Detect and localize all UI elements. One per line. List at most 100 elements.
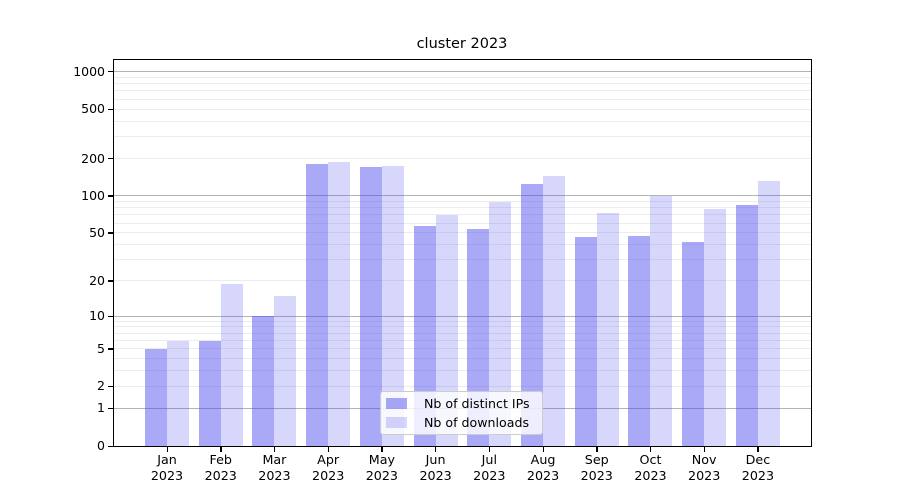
x-tick-month: Nov [691,452,717,467]
x-tick-mark [166,447,168,452]
bar-distinct-ips-sep [574,237,597,446]
x-tick-year: 2023 [312,467,345,483]
y-tick-label: 50 [89,224,105,240]
bar-downloads-jun [435,214,458,446]
x-tick-year: 2023 [741,467,775,483]
x-tick-month: Aug [530,452,556,467]
bar-downloads-sep [596,213,619,446]
y-tick-label: 2 [97,378,105,394]
gridline-major [114,315,811,317]
bar-distinct-ips-dec [735,204,758,446]
x-tick-year: 2023 [634,467,667,483]
gridline-minor [114,207,811,209]
x-tick-month: Sep [584,452,609,467]
x-tick-month: Dec [745,452,771,467]
x-tick-mark [596,447,598,452]
y-tick-mark [108,195,114,197]
gridline-minor [114,332,811,334]
gridline-minor [114,320,811,322]
x-tick-mark [220,447,222,452]
y-tick-label: 100 [81,187,105,203]
y-tick-mark [108,232,114,234]
x-tick-month: Apr [317,452,340,467]
y-tick-label: 200 [81,150,105,166]
x-tick-label-nov: Nov 2023 [664,452,744,483]
x-tick-mark [435,447,437,452]
x-tick-month: Jul [481,452,497,467]
y-tick-label: 1 [97,400,105,416]
gridline-minor [114,120,811,122]
gridline-minor [114,244,811,246]
y-tick-label: 10 [89,308,105,324]
bar-distinct-ips-mar [252,316,275,446]
gridline-minor [114,214,811,216]
x-tick-label-mar: Mar 2023 [234,452,314,483]
x-tick-mark [757,447,759,452]
bar-downloads-oct [650,195,673,446]
x-tick-label-jun: Jun 2023 [396,452,476,483]
legend-swatch-distinct-ips [386,398,407,409]
y-tick-label: 500 [81,101,105,117]
bar-downloads-apr [328,161,351,446]
x-tick-year: 2023 [150,467,184,483]
y-tick-mark [108,71,114,73]
x-tick-label-apr: Apr 2023 [288,452,368,483]
y-tick-mark [108,158,114,160]
gridline-minor [114,232,811,234]
x-tick-mark [381,447,383,452]
x-tick-year: 2023 [526,467,560,483]
bar-downloads-feb [220,283,243,446]
chart-title: cluster 2023 [416,36,508,52]
x-tick-month: Mar [262,452,287,467]
bar-downloads-may [381,166,404,446]
bar-downloads-dec [757,181,780,446]
bar-downloads-jul [489,201,512,446]
legend-label-distinct-ips: Nb of distinct IPs [424,396,530,411]
bar-distinct-ips-jan [145,348,167,446]
x-tick-mark [542,447,544,452]
x-tick-label-may: May 2023 [342,452,422,483]
x-tick-year: 2023 [473,467,506,483]
gridline-minor [114,136,811,138]
x-tick-month: Oct [639,452,662,467]
gridline-minor [114,385,811,387]
gridline-minor [114,76,811,78]
gridline-minor [114,370,811,372]
gridline-minor [114,90,811,92]
x-tick-label-sep: Sep 2023 [557,452,637,483]
y-tick-mark [108,407,114,410]
x-tick-month: Jan [157,452,177,467]
bar-distinct-ips-may [359,167,382,446]
y-tick-mark [108,108,114,110]
x-tick-year: 2023 [365,467,399,483]
gridline-minor [114,108,811,110]
x-tick-label-jan: Jan 2023 [127,452,207,483]
y-tick-label: 0 [97,438,105,453]
y-tick-label: 1000 [73,63,105,79]
x-tick-year: 2023 [204,467,237,483]
legend-item-downloads: Nb of downloads [386,415,542,430]
y-tick-mark [108,280,114,282]
x-tick-month: Feb [209,452,232,467]
x-tick-year: 2023 [688,467,721,483]
bar-distinct-ips-apr [306,163,329,446]
y-tick-mark [108,315,114,317]
gridline-minor [114,348,811,350]
x-tick-year: 2023 [419,467,452,483]
y-tick-mark [108,348,114,350]
x-tick-mark [703,447,706,452]
gridline-minor [114,340,811,342]
plot-area [113,59,812,447]
legend-item-distinct-ips: Nb of distinct IPs [386,396,542,411]
legend: Nb of distinct IPs Nb of downloads [380,391,543,435]
gridline-minor [114,83,811,85]
x-tick-year: 2023 [258,467,291,483]
x-tick-month: Jun [425,452,446,467]
gridline-minor [114,358,811,360]
gridline-minor [114,201,811,202]
bar-distinct-ips-oct [628,236,651,446]
gridline-major [114,71,811,73]
bar-distinct-ips-feb [198,340,221,446]
bar-distinct-ips-jun [413,225,436,446]
